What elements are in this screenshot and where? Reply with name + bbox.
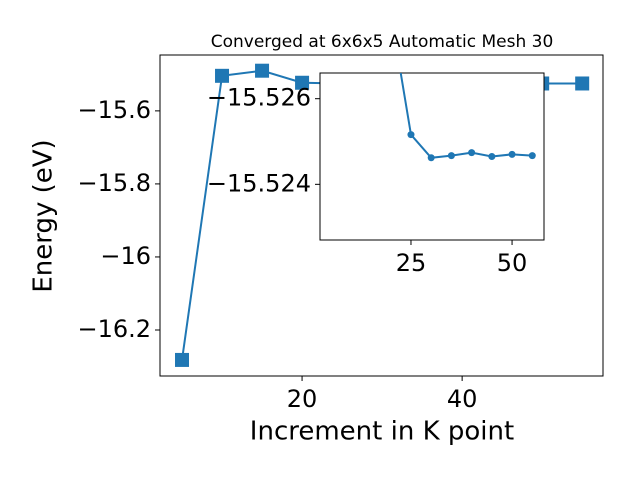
marker xyxy=(175,352,190,367)
marker xyxy=(387,10,394,17)
marker xyxy=(295,75,310,90)
series xyxy=(387,10,536,162)
x-tick-label: 50 xyxy=(497,249,528,277)
marker xyxy=(255,63,270,78)
marker xyxy=(407,131,415,139)
y-tick-label: −15.6 xyxy=(77,96,151,124)
y-tick-label: −15.524 xyxy=(207,169,311,197)
marker xyxy=(468,149,476,157)
y-tick-label: −15.526 xyxy=(207,84,311,112)
marker xyxy=(447,152,455,160)
y-tick-label: −16.2 xyxy=(77,315,151,343)
x-axis-label: Increment in K point xyxy=(250,417,514,447)
x-tick-label: 40 xyxy=(447,385,478,413)
marker xyxy=(427,154,435,162)
marker xyxy=(528,152,536,160)
marker xyxy=(215,68,230,83)
y-tick-label: −16 xyxy=(100,242,151,270)
marker xyxy=(575,76,590,91)
y-tick-label: −15.8 xyxy=(77,169,151,197)
chart-title: Converged at 6x6x5 Automatic Mesh 30 xyxy=(211,32,554,52)
marker xyxy=(508,150,516,158)
x-tick-label: 25 xyxy=(396,249,427,277)
marker xyxy=(488,153,496,160)
x-tick-label: 20 xyxy=(287,385,318,413)
y-axis-label: Energy (eV) xyxy=(29,139,59,292)
